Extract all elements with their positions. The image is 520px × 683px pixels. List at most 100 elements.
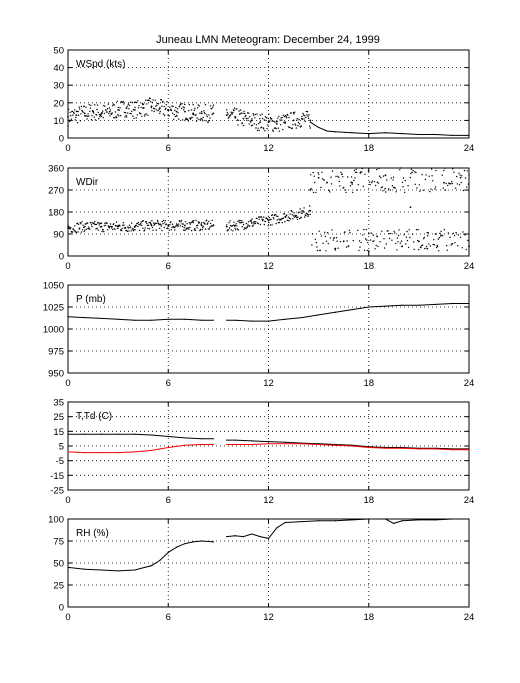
- scatter-dot: [154, 99, 156, 102]
- scatter-dot: [140, 106, 142, 109]
- x-tick-label: 24: [464, 612, 475, 623]
- scatter-dot: [199, 228, 202, 231]
- scatter-dot: [230, 114, 232, 116]
- data-point: [318, 126, 320, 129]
- scatter-dot: [240, 109, 242, 111]
- scatter-dot: [242, 223, 245, 226]
- data-point: [225, 114, 228, 117]
- scatter-dot: [254, 117, 256, 119]
- scatter-dot: [75, 231, 78, 234]
- scatter-dot: [468, 174, 470, 176]
- scatter-dot: [290, 112, 292, 114]
- scatter-dot: [318, 173, 320, 175]
- scatter-dot: [256, 113, 258, 115]
- scatter-dot: [170, 109, 173, 112]
- scatter-dot: [264, 116, 267, 118]
- scatter-dot: [179, 225, 182, 227]
- scatter-dot: [74, 225, 76, 227]
- scatter-dot: [189, 118, 192, 120]
- scatter-dot: [154, 108, 156, 110]
- scatter-dot: [451, 182, 453, 185]
- data-point: [384, 132, 387, 134]
- data-point: [117, 452, 119, 454]
- scatter-dot: [162, 113, 165, 115]
- scatter-dot: [370, 232, 372, 234]
- scatter-dot: [93, 223, 96, 225]
- scatter-dot: [103, 105, 105, 107]
- scatter-dot: [134, 229, 136, 231]
- scatter-dot: [94, 104, 96, 106]
- scatter-dot: [123, 103, 125, 105]
- data-point: [301, 521, 303, 523]
- scatter-dot: [254, 222, 256, 225]
- scatter-dot: [272, 129, 274, 131]
- scatter-dot: [281, 222, 283, 224]
- scatter-dot: [372, 234, 375, 236]
- scatter-dot: [115, 225, 117, 227]
- x-tick-label: 12: [263, 612, 274, 623]
- data-point: [393, 522, 395, 525]
- scatter-dot: [251, 218, 253, 220]
- scatter-dot: [102, 229, 104, 231]
- scatter-dot: [353, 169, 356, 172]
- scatter-dot: [404, 179, 406, 182]
- data-point: [468, 134, 470, 136]
- scatter-dot: [206, 115, 208, 118]
- scatter-dot: [148, 228, 151, 230]
- data-point: [451, 134, 453, 136]
- scatter-dot: [404, 191, 406, 194]
- data-point: [267, 121, 270, 124]
- series-line: [226, 443, 469, 451]
- scatter-dot: [189, 223, 192, 225]
- scatter-dot: [300, 216, 302, 219]
- scatter-dot: [307, 115, 309, 117]
- scatter-dot: [447, 184, 449, 187]
- scatter-dot: [132, 228, 134, 230]
- y-tick-label: -15: [50, 471, 64, 482]
- scatter-dot: [231, 225, 233, 227]
- scatter-dot: [302, 211, 305, 213]
- scatter-dot: [433, 244, 435, 246]
- y-tick-label: 75: [53, 537, 64, 548]
- scatter-dot: [239, 219, 241, 222]
- scatter-dot: [247, 221, 250, 223]
- data-point: [267, 219, 270, 222]
- scatter-dot: [348, 245, 350, 247]
- scatter-dot: [240, 221, 242, 224]
- scatter-dot: [98, 118, 100, 120]
- data-point: [100, 317, 103, 320]
- scatter-dot: [319, 249, 321, 252]
- scatter-dot: [202, 225, 204, 228]
- scatter-dot: [242, 124, 245, 127]
- scatter-dot: [276, 120, 278, 123]
- scatter-dot: [403, 233, 405, 236]
- data-point: [200, 224, 203, 227]
- scatter-dot: [267, 124, 269, 126]
- x-tick-label: 18: [363, 378, 374, 389]
- data-point: [134, 569, 136, 571]
- scatter-dot: [115, 116, 118, 119]
- scatter-dot: [410, 172, 412, 175]
- scatter-dot: [145, 99, 147, 101]
- scatter-dot: [458, 172, 460, 174]
- scatter-dot: [466, 186, 468, 188]
- x-tick-label: 18: [363, 143, 374, 154]
- scatter-dot: [246, 227, 248, 229]
- scatter-dot: [179, 220, 181, 222]
- data-point: [133, 225, 136, 228]
- data-point: [212, 319, 214, 321]
- scatter-dot: [164, 220, 166, 222]
- scatter-dot: [315, 191, 317, 194]
- scatter-dot: [331, 229, 333, 231]
- data-point: [67, 433, 69, 435]
- data-point: [401, 245, 404, 248]
- scatter-dot: [295, 124, 297, 127]
- scatter-dot: [185, 227, 188, 229]
- scatter-dot: [212, 104, 215, 106]
- scatter-dot: [193, 109, 196, 112]
- data-point: [292, 119, 295, 122]
- scatter-dot: [323, 179, 325, 181]
- data-point: [301, 443, 303, 445]
- scatter-dot: [324, 231, 326, 233]
- data-point: [184, 444, 186, 446]
